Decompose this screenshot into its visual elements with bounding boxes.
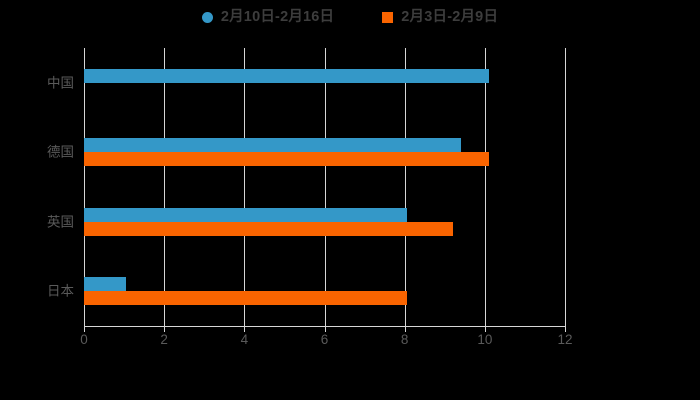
chart-legend: 2月10日-2月16日 2月3日-2月9日 bbox=[0, 4, 700, 30]
x-tick-label: 6 bbox=[320, 332, 329, 347]
x-tick-label: 8 bbox=[400, 332, 409, 347]
tick-mark-2 bbox=[164, 326, 166, 332]
tick-mark-0 bbox=[84, 326, 85, 332]
tick-mark-12 bbox=[565, 326, 566, 332]
tick-mark-4 bbox=[244, 326, 246, 332]
x-tick-label: 10 bbox=[477, 332, 493, 347]
x-tick-label: 2 bbox=[160, 332, 168, 347]
legend-label: 2月3日-2月9日 bbox=[401, 8, 499, 25]
category-label-德国: 德国 bbox=[47, 144, 74, 160]
x-tick-label: 12 bbox=[557, 332, 573, 347]
gridline-6 bbox=[324, 48, 326, 326]
bar-series1-德国[interactable] bbox=[84, 138, 461, 153]
gridline-2 bbox=[164, 48, 166, 326]
square-marker-icon bbox=[382, 11, 394, 23]
legend-label: 2月10日-2月16日 bbox=[220, 8, 335, 25]
gridline-8 bbox=[404, 48, 406, 326]
bar-series1-中国[interactable] bbox=[84, 68, 489, 83]
plot-area bbox=[84, 48, 566, 326]
tick-mark-8 bbox=[404, 326, 406, 332]
bar-series2-日本[interactable] bbox=[84, 291, 407, 306]
gridline-4 bbox=[244, 48, 246, 326]
bar-series2-德国[interactable] bbox=[84, 152, 489, 167]
category-label-日本: 日本 bbox=[47, 283, 74, 299]
category-label-英国: 英国 bbox=[47, 214, 74, 229]
bar-series1-英国[interactable] bbox=[84, 207, 407, 222]
circle-marker-icon bbox=[201, 11, 213, 23]
legend-item-2[interactable]: 2月3日-2月9日 bbox=[382, 10, 498, 25]
legend-item-1[interactable]: 2月10日-2月16日 bbox=[201, 8, 335, 25]
bar-series2-英国[interactable] bbox=[84, 221, 453, 236]
tick-mark-10 bbox=[484, 326, 486, 332]
gridline-0 bbox=[84, 48, 85, 326]
tick-mark-6 bbox=[324, 326, 326, 332]
gridline-10 bbox=[484, 48, 486, 326]
x-tick-label: 0 bbox=[80, 332, 88, 347]
bar-series1-日本[interactable] bbox=[84, 277, 127, 292]
gridline-12 bbox=[565, 48, 566, 326]
category-label-中国: 中国 bbox=[47, 75, 74, 90]
x-tick-label: 4 bbox=[240, 332, 249, 347]
